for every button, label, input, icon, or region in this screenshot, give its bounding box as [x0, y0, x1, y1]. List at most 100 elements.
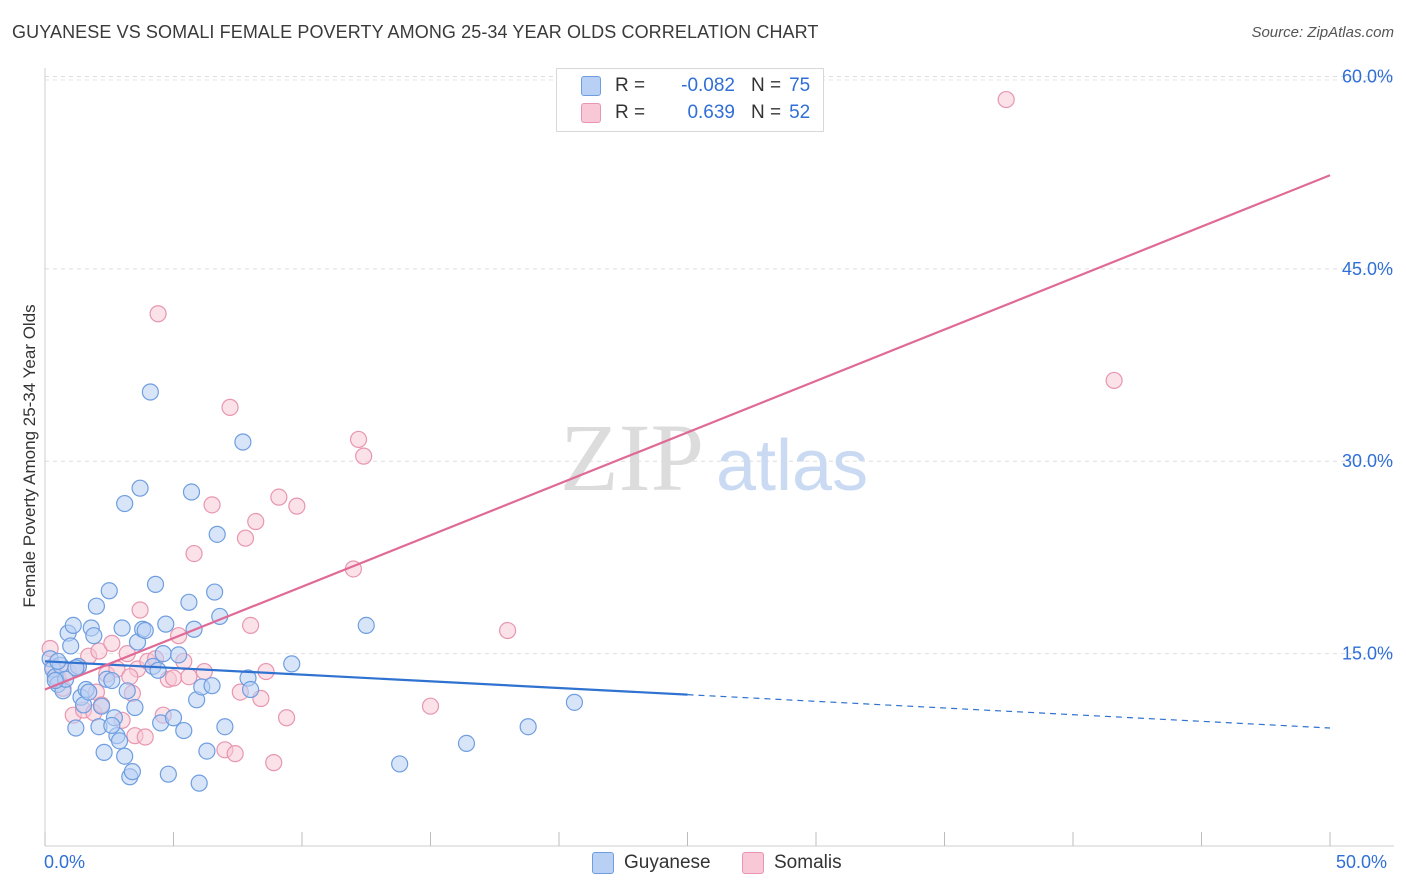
- guyanese-point: [118, 682, 136, 700]
- guyanese-point: [103, 671, 121, 690]
- y-tick-label: 45.0%: [1342, 259, 1393, 279]
- somalis-point: [499, 621, 517, 640]
- guyanese-swatch: [581, 76, 601, 96]
- guyanese-r-value: -0.082: [681, 75, 735, 96]
- guyanese-point: [357, 616, 375, 635]
- guyanese-point: [519, 718, 537, 736]
- correlation-legend: R = -0.082 N = 75 R = 0.639 N = 52: [556, 68, 824, 132]
- somalis-point: [265, 754, 283, 772]
- legend-row-somalis: R = 0.639 N = 52: [581, 100, 810, 126]
- guyanese-point: [182, 483, 201, 501]
- guyanese-point: [164, 709, 183, 727]
- guyanese-point: [175, 721, 193, 740]
- guyanese-point: [103, 716, 121, 735]
- somalis-swatch: [581, 103, 601, 123]
- chart-title: GUYANESE VS SOMALI FEMALE POVERTY AMONG …: [12, 22, 819, 42]
- x-tick-label-max: 50.0%: [1336, 852, 1388, 872]
- guyanese-trend-extension: [687, 694, 1331, 729]
- somalis-point: [277, 709, 296, 727]
- guyanese-point: [208, 525, 226, 543]
- guyanese-point: [87, 597, 106, 615]
- guyanese-point: [206, 583, 224, 601]
- somalis-point: [149, 305, 167, 323]
- guyanese-point: [149, 661, 167, 679]
- guyanese-point: [116, 747, 134, 765]
- somalis-point: [997, 90, 1015, 109]
- somalis-point: [355, 447, 373, 465]
- series-legend: Guyanese Somalis: [0, 852, 1406, 878]
- guyanese-point: [157, 615, 175, 633]
- guyanese-points: [41, 383, 584, 792]
- guyanese-point: [116, 494, 134, 513]
- guyanese-legend-label: Guyanese: [624, 852, 711, 873]
- legend-item-somalis: Somalis: [742, 852, 842, 874]
- trend-lines: [44, 174, 1331, 729]
- guyanese-point: [283, 655, 301, 673]
- guyanese-point: [113, 619, 131, 637]
- somalis-point: [226, 745, 244, 763]
- somalis-point: [288, 497, 306, 515]
- somalis-point: [103, 634, 121, 652]
- guyanese-point: [136, 621, 154, 640]
- somalis-point: [421, 697, 440, 715]
- somalis-point: [236, 529, 255, 547]
- guyanese-trend-line: [44, 660, 688, 696]
- somalis-point: [242, 616, 260, 635]
- guyanese-point: [80, 683, 98, 701]
- somalis-point: [247, 512, 265, 531]
- legend-row-guyanese: R = -0.082 N = 75: [581, 73, 810, 99]
- axes: [44, 68, 1394, 847]
- legend-r-label: R =: [615, 75, 646, 96]
- somalis-point: [203, 496, 221, 514]
- guyanese-point: [216, 718, 234, 736]
- somalis-point: [136, 728, 154, 746]
- somalis-point: [195, 662, 213, 681]
- guyanese-point: [159, 765, 177, 783]
- somalis-point: [121, 668, 139, 686]
- y-tick-labels: 15.0% 30.0% 45.0% 60.0%: [1342, 66, 1393, 663]
- guyanese-point: [190, 774, 208, 792]
- guyanese-point: [242, 680, 260, 699]
- guyanese-point: [391, 755, 409, 773]
- guyanese-point: [126, 698, 144, 717]
- guyanese-point: [457, 734, 476, 752]
- guyanese-point: [131, 479, 149, 497]
- somalis-point: [180, 668, 198, 686]
- guyanese-point: [64, 616, 82, 635]
- guyanese-legend-swatch: [592, 852, 614, 874]
- legend-n-label: N =: [751, 102, 782, 123]
- watermark-atlas: atlas: [716, 426, 868, 506]
- somalis-point: [164, 669, 183, 687]
- grid-lines: [45, 75, 1394, 655]
- somalis-point: [221, 398, 239, 416]
- guyanese-point: [92, 697, 111, 715]
- guyanese-point: [141, 383, 159, 401]
- y-tick-label: 30.0%: [1342, 451, 1393, 471]
- somalis-point: [349, 430, 368, 449]
- guyanese-point: [146, 575, 165, 593]
- guyanese-point: [100, 582, 118, 600]
- guyanese-point: [62, 637, 80, 655]
- somalis-point: [131, 601, 149, 619]
- guyanese-point: [123, 763, 141, 781]
- y-tick-label: 60.0%: [1342, 66, 1393, 86]
- somalis-n-value: 52: [789, 102, 811, 123]
- guyanese-point: [203, 677, 221, 695]
- legend-n-label: N =: [751, 75, 782, 96]
- guyanese-point: [95, 743, 113, 761]
- somalis-point: [185, 544, 203, 563]
- legend-item-guyanese: Guyanese: [592, 852, 711, 874]
- guyanese-point: [180, 593, 198, 611]
- legend-r-label: R =: [615, 102, 646, 123]
- guyanese-point: [198, 742, 216, 760]
- watermark: ZIP atlas: [560, 404, 868, 511]
- somalis-trend-line: [44, 174, 1331, 691]
- guyanese-point: [170, 646, 188, 664]
- guyanese-point: [67, 719, 85, 737]
- guyanese-point: [110, 732, 129, 750]
- somalis-legend-swatch: [742, 852, 764, 874]
- watermark-zip: ZIP: [560, 404, 704, 511]
- somalis-point: [270, 488, 288, 506]
- guyanese-point: [154, 645, 172, 663]
